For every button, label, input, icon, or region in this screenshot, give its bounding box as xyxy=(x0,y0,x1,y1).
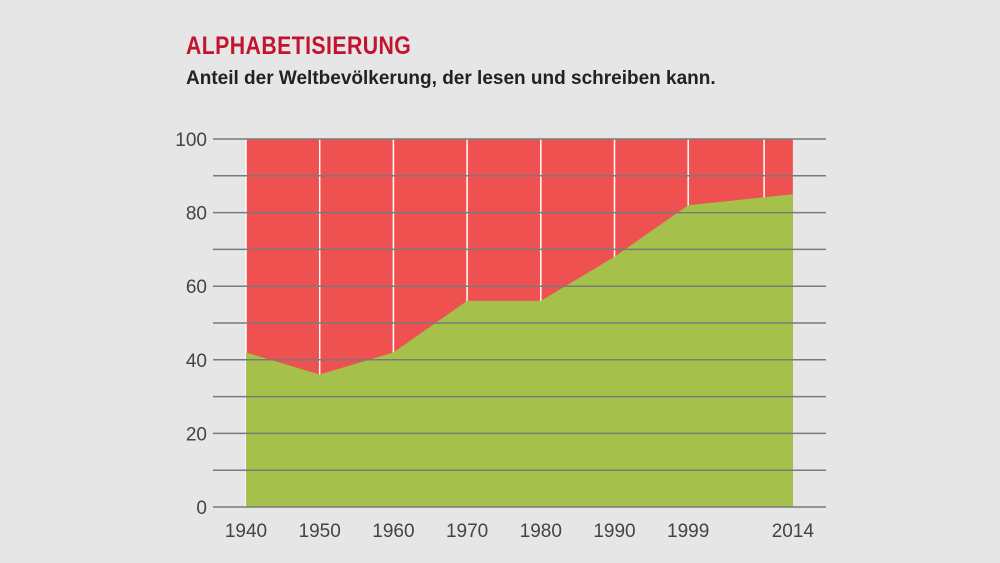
x-tick-label: 1950 xyxy=(299,521,341,542)
x-tick-label: 1960 xyxy=(372,521,414,542)
y-tick-label: 80 xyxy=(186,204,207,225)
x-tick-label: 1980 xyxy=(520,521,562,542)
literate-area xyxy=(246,194,793,507)
y-tick-label: 100 xyxy=(175,130,207,151)
y-tick-label: 20 xyxy=(186,424,207,445)
x-tick-label: 2014 xyxy=(772,521,815,542)
x-tick-label: 1970 xyxy=(446,521,488,542)
chart-subtitle: Anteil der Weltbevölkerung, der lesen un… xyxy=(186,68,716,89)
y-tick-label: 0 xyxy=(196,498,207,519)
chart-title: ALPHABETISIERUNG xyxy=(186,32,412,60)
x-tick-label: 1940 xyxy=(225,521,267,542)
x-tick-label: 1999 xyxy=(667,521,709,542)
x-tick-label: 1990 xyxy=(593,521,635,542)
y-tick-label: 60 xyxy=(186,277,207,298)
y-tick-label: 40 xyxy=(186,351,207,372)
